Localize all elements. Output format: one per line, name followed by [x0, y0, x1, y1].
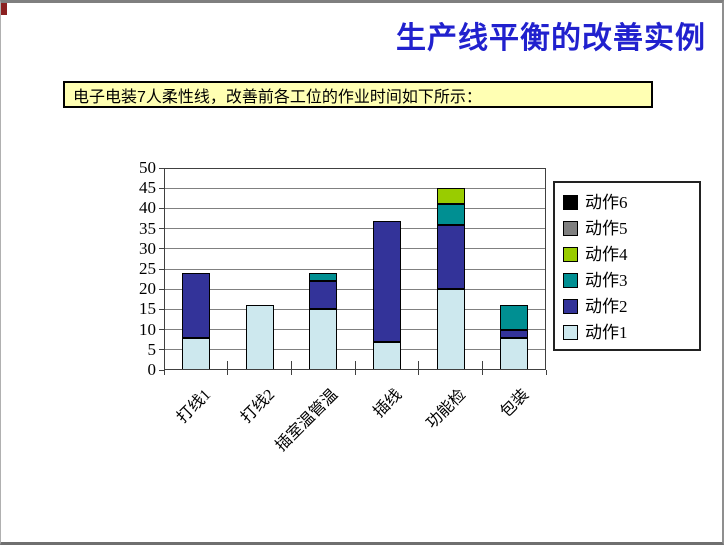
legend-item: 动作2 — [563, 293, 693, 319]
y-axis-tick-label: 10 — [139, 319, 156, 339]
bar-segment-动作2 — [309, 281, 338, 310]
y-gridline — [164, 228, 546, 230]
bar-segment-动作3 — [309, 273, 338, 282]
y-axis-tick-mark — [159, 349, 164, 351]
legend-swatch-icon — [563, 246, 578, 262]
y-axis-tick-label: 5 — [147, 339, 157, 359]
legend-label: 动作5 — [585, 218, 628, 238]
y-axis-tick-label: 40 — [139, 198, 156, 218]
y-gridline — [164, 349, 546, 351]
legend-swatch-icon — [563, 194, 578, 210]
legend-item: 动作1 — [563, 319, 693, 345]
chart-legend: 动作6 动作5 动作4 动作3 动作2 动作1 — [553, 181, 701, 351]
legend-item: 动作4 — [563, 241, 693, 267]
legend-label: 动作3 — [585, 270, 628, 290]
legend-label: 动作2 — [585, 296, 628, 316]
y-axis-tick-label: 50 — [139, 158, 156, 177]
legend-swatch-icon — [563, 272, 578, 288]
bar-segment-动作2 — [181, 273, 210, 338]
slide-title: 生产线平衡的改善实例 — [396, 22, 706, 55]
y-axis-tick-mark — [159, 268, 164, 270]
y-gridline — [164, 329, 546, 331]
y-axis-tick-mark — [159, 248, 164, 250]
bar-segment-动作3 — [436, 204, 465, 225]
legend-swatch-icon — [563, 298, 578, 314]
legend-item: 动作6 — [563, 189, 693, 215]
legend-item: 动作5 — [563, 215, 693, 241]
y-axis-tick-label: 25 — [139, 259, 156, 278]
x-axis-tick-mark — [227, 361, 229, 375]
y-axis-tick-mark — [159, 369, 164, 371]
x-axis-tick-mark — [290, 361, 292, 375]
y-axis-tick-label: 20 — [139, 279, 156, 299]
bar-segment-动作1 — [245, 305, 274, 370]
legend-label: 动作1 — [585, 322, 628, 342]
bar-segment-动作1 — [181, 337, 210, 370]
corner-artifact — [1, 3, 7, 15]
bar-segment-动作1 — [500, 337, 529, 370]
y-axis-tick-mark — [159, 288, 164, 290]
y-axis-tick-mark — [159, 207, 164, 209]
bar-segment-动作1 — [372, 341, 401, 370]
x-axis-tick-mark — [545, 370, 547, 375]
bar-segment-动作4 — [436, 188, 465, 205]
y-axis-tick-label: 45 — [139, 178, 156, 198]
bar-segment-动作1 — [309, 309, 338, 370]
legend-item: 动作3 — [563, 267, 693, 293]
y-axis-tick-label: 15 — [139, 299, 156, 319]
y-axis-tick-mark — [159, 228, 164, 230]
bar-segment-动作2 — [500, 329, 529, 338]
y-gridline — [164, 187, 546, 189]
subtitle-box: 电子电装7人柔性线，改善前各工位的作业时间如下所示： — [63, 81, 653, 108]
x-axis-tick-mark — [481, 361, 483, 375]
bar-segment-动作2 — [436, 224, 465, 290]
bar-segment-动作2 — [372, 220, 401, 342]
y-gridline — [164, 288, 546, 290]
bar-segment-动作3 — [500, 305, 529, 330]
y-gridline — [164, 248, 546, 250]
legend-swatch-icon — [563, 324, 578, 340]
y-axis-tick-mark — [159, 187, 164, 189]
stacked-bar-chart: 0 5 10 15 20 25 30 35 40 45 50 打线1 打线2 插室温管温 插线 功能检 包装 动作… — [1, 3, 722, 542]
y-axis-tick-label: 30 — [139, 238, 156, 258]
legend-label: 动作6 — [585, 192, 628, 212]
legend-label: 动作4 — [585, 244, 628, 264]
bar-segment-动作1 — [436, 289, 465, 370]
legend-swatch-icon — [563, 220, 578, 236]
y-axis-tick-mark — [159, 329, 164, 331]
y-axis-tick-label: 35 — [139, 218, 156, 238]
y-axis-tick-mark — [159, 167, 164, 169]
plot-area-border — [164, 168, 546, 370]
y-axis-tick-mark — [159, 308, 164, 310]
y-gridline — [164, 207, 546, 209]
y-gridline — [164, 268, 546, 270]
x-axis-tick-mark — [354, 361, 356, 375]
subtitle-text: 电子电装7人柔性线，改善前各工位的作业时间如下所示： — [73, 88, 482, 106]
y-axis-tick-label: 0 — [147, 360, 157, 379]
x-axis-tick-mark — [418, 361, 420, 375]
y-gridline — [164, 308, 546, 310]
x-axis-tick-mark — [163, 370, 165, 375]
